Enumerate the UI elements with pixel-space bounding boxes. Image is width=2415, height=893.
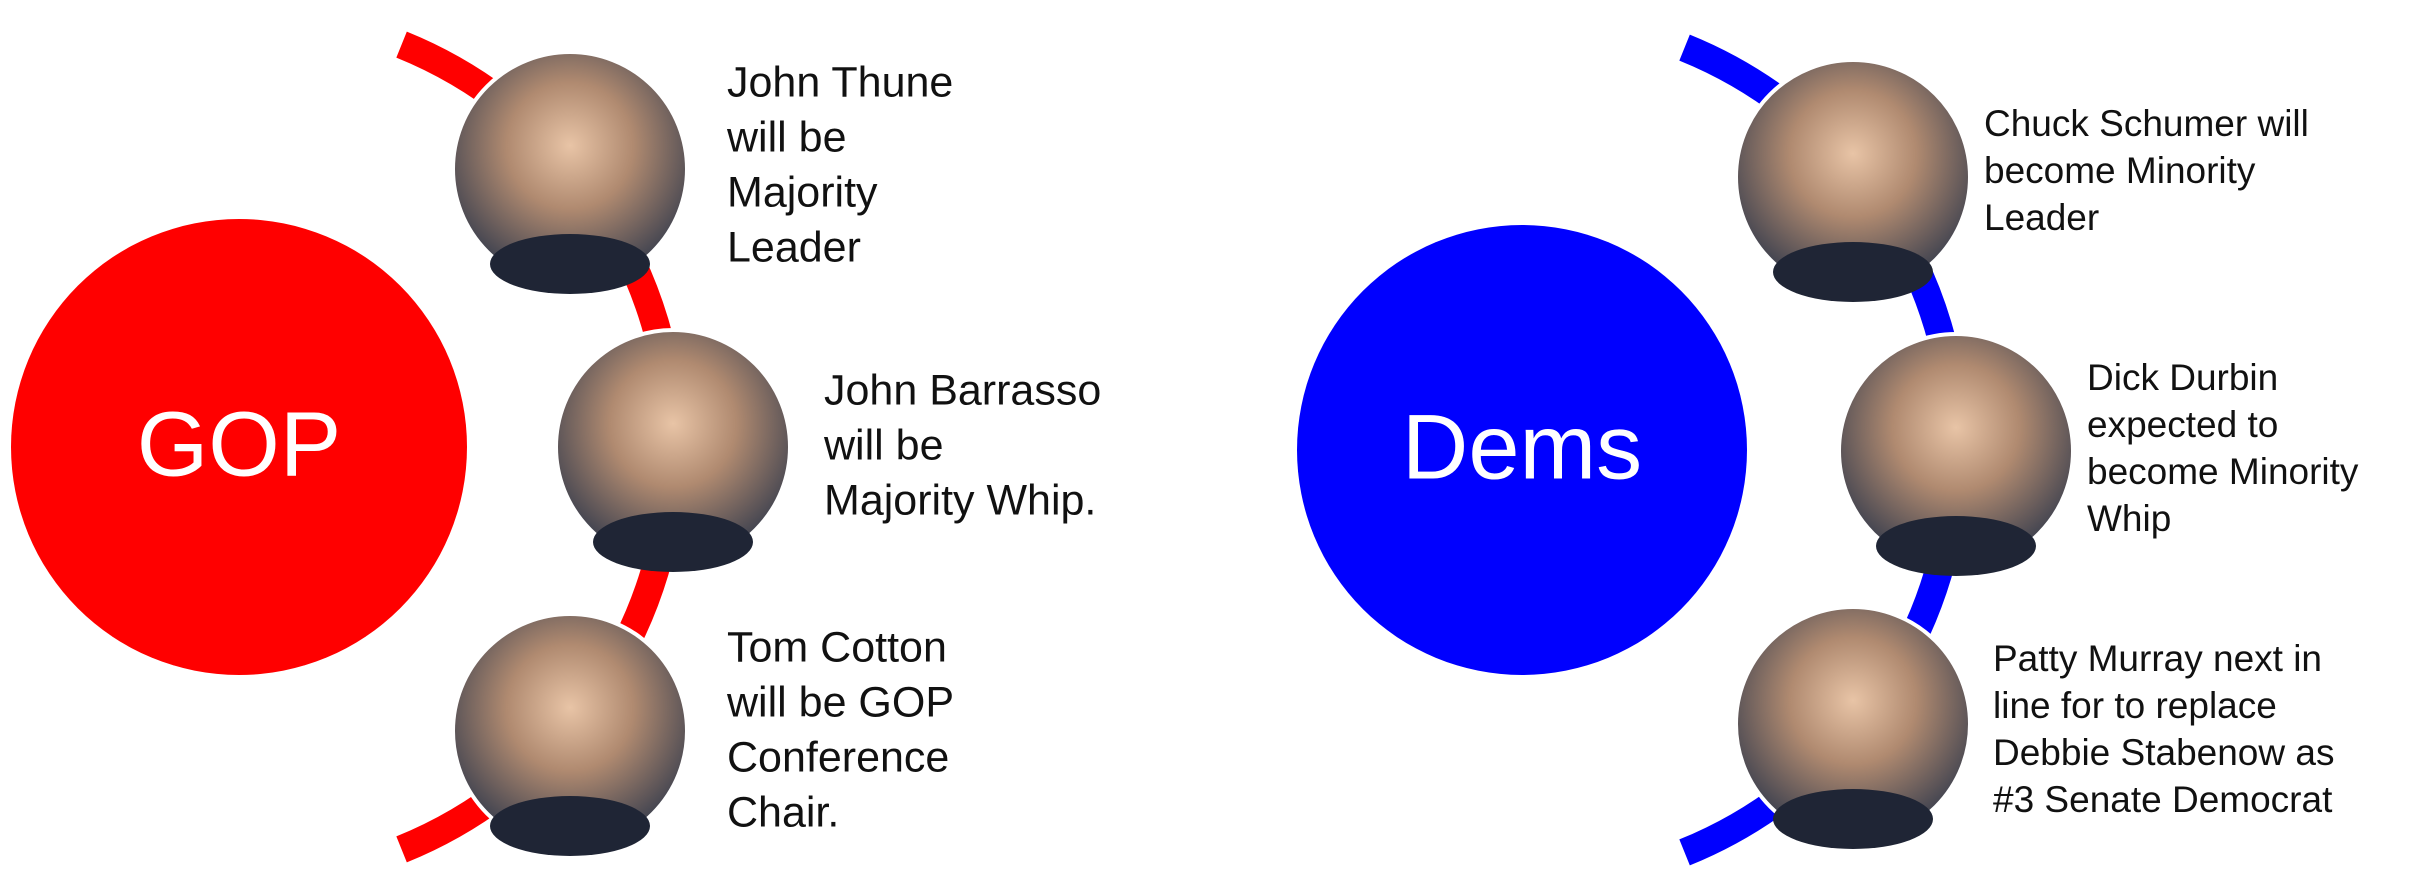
caption-line: Chuck Schumer will — [1984, 103, 2309, 144]
caption-line: expected to — [2087, 404, 2278, 445]
caption-line: #3 Senate Democrat — [1993, 779, 2333, 820]
portrait-suit — [1773, 242, 1933, 302]
caption-line: line for to replace — [1993, 685, 2277, 726]
caption-line: Whip — [2087, 498, 2171, 539]
caption-line: John Barrasso — [824, 366, 1101, 414]
caption-line: Conference — [727, 733, 949, 781]
group-label: GOP — [137, 393, 341, 495]
group-label: Dems — [1402, 396, 1642, 498]
caption-line: Tom Cotton — [727, 623, 947, 671]
caption-line: will be GOP — [726, 678, 954, 726]
caption-line: Leader — [727, 223, 861, 271]
portrait-suit — [490, 234, 650, 294]
caption-line: Majority Whip. — [824, 476, 1096, 524]
caption-line: Majority — [727, 168, 878, 216]
portrait-suit — [593, 512, 753, 572]
slide: GOP John Thune will be Majority Leader John B… — [0, 0, 2415, 893]
portrait-suit — [1773, 789, 1933, 849]
caption-line: John Thune — [727, 58, 953, 106]
caption-line: Leader — [1984, 197, 2099, 238]
caption-line: Chair. — [727, 788, 839, 836]
portrait-suit — [1876, 516, 2036, 576]
caption-line: will be — [726, 113, 847, 161]
caption-line: Debbie Stabenow as — [1993, 732, 2334, 773]
caption-line: Dick Durbin — [2087, 357, 2278, 398]
caption-line: will be — [823, 421, 944, 469]
caption-line: Patty Murray next in — [1993, 638, 2322, 679]
caption-line: become Minority — [1984, 150, 2256, 191]
caption-line: become Minority — [2087, 451, 2359, 492]
portrait-suit — [490, 796, 650, 856]
